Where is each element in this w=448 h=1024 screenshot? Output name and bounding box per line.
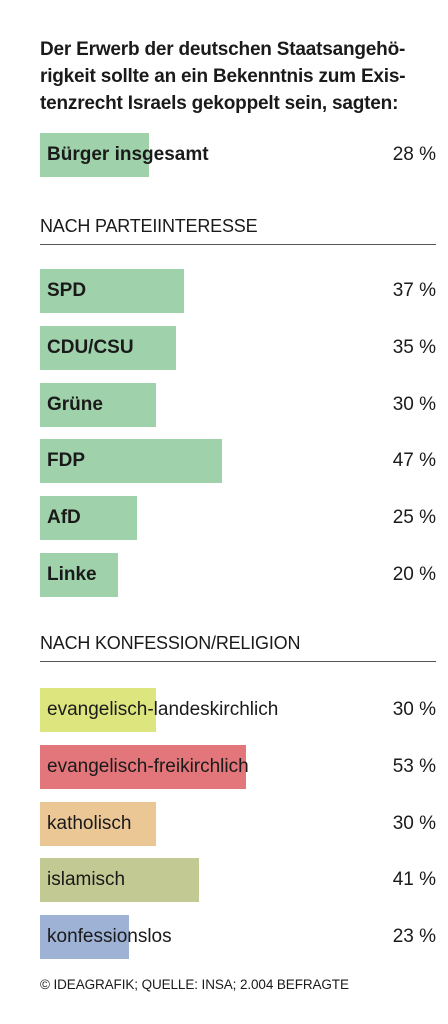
bar-value: 53 % — [392, 755, 436, 777]
title-line: rigkeit sollte an ein Bekenntnis zum Exi… — [40, 66, 406, 87]
bar — [40, 553, 118, 597]
bar-value: 30 % — [392, 699, 436, 720]
bar-label: Linke — [47, 564, 97, 585]
bar — [40, 133, 149, 177]
bar — [40, 801, 157, 846]
bar-row: Bürger insgesamt 28 % — [40, 133, 436, 177]
bar-row: evangelisch-landeskirchlich 30 % — [40, 688, 436, 732]
bar-row: katholisch 30 % — [40, 801, 436, 846]
bar-value: 37 % — [392, 280, 436, 301]
bar-label: islamisch — [47, 869, 126, 891]
bar-row: evangelisch-freikirchlich 53 % — [40, 744, 436, 789]
bar — [40, 496, 137, 541]
bar-label: AfD — [47, 507, 81, 529]
bar-value: 30 % — [392, 812, 436, 834]
title-line: tenzrecht Israels gekoppelt sein, sagten… — [40, 93, 399, 114]
bar — [40, 858, 200, 903]
bar-row: Grüne 30 % — [40, 382, 436, 427]
bar-value: 47 % — [392, 450, 436, 472]
bar-label: Grüne — [47, 393, 103, 415]
bar — [40, 688, 157, 732]
bar-value: 41 % — [392, 869, 436, 891]
bar — [40, 382, 157, 427]
bar-value: 35 % — [392, 336, 436, 358]
bar-row: SPD 37 % — [40, 269, 436, 313]
bar-label: evangelisch-landeskirchlich — [47, 699, 279, 720]
bar — [40, 744, 246, 789]
bar — [40, 439, 223, 484]
bar-label: konfessionslos — [47, 926, 172, 948]
bar-row: Linke 20 % — [40, 553, 436, 597]
bar-value: 30 % — [392, 393, 436, 415]
bar-row: CDU/CSU 35 % — [40, 325, 436, 370]
bar-row: konfessionslos 23 % — [40, 915, 436, 960]
bar-value: 25 % — [392, 507, 436, 529]
title-line: Der Erwerb der deutschen Staatsangehö- — [40, 39, 406, 60]
bar-value: 23 % — [392, 926, 436, 948]
bar-label: CDU/CSU — [47, 336, 134, 358]
bar-label: Bürger insgesamt — [47, 144, 209, 165]
bar-value: 28 % — [392, 144, 436, 165]
bar-label: FDP — [47, 450, 85, 472]
bar-row: AfD 25 % — [40, 496, 436, 541]
bar-label: SPD — [47, 280, 87, 301]
bar-row: islamisch 41 % — [40, 858, 436, 903]
bar-label: katholisch — [47, 812, 132, 834]
bar — [40, 325, 176, 370]
bar-label: evangelisch-freikirchlich — [47, 755, 249, 777]
bar-value: 20 % — [392, 564, 436, 585]
section-heading: NACH KONFESSION/RELIGION — [40, 633, 436, 662]
chart-title: Der Erwerb der deutschen Staatsangehö- r… — [40, 36, 430, 117]
section-heading: NACH PARTEIINTERESSE — [40, 216, 436, 245]
bar — [40, 269, 184, 313]
source-credit: © IDEAGRAFIK; QUELLE: INSA; 2.004 BEFRAG… — [40, 977, 349, 992]
bar — [40, 915, 130, 960]
bar-row: FDP 47 % — [40, 439, 436, 484]
